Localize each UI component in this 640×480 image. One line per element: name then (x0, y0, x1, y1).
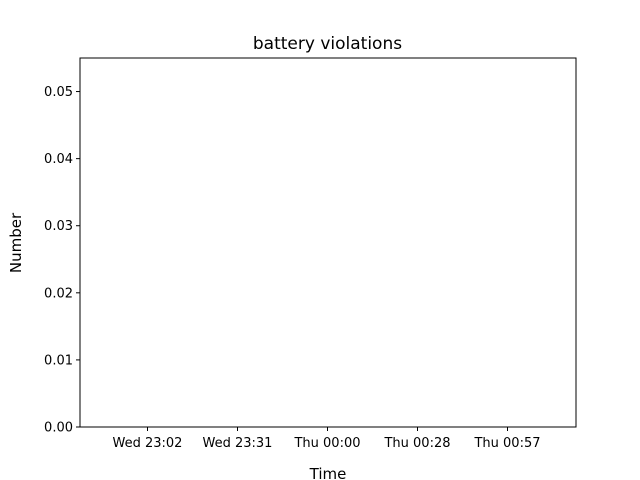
x-axis: Wed 23:02 Wed 23:31 Thu 00:00 Thu 00:28 Thu … (113, 427, 541, 451)
y-tick-label: 0.01 (44, 353, 73, 368)
plot-area (79, 57, 577, 428)
x-tick-label: Thu 00:00 (293, 436, 360, 451)
y-tick-label: 0.02 (44, 286, 73, 301)
y-tick-label: 0.05 (44, 85, 73, 100)
x-tick-label: Thu 00:28 (383, 436, 450, 451)
chart-title: battery violations (253, 34, 402, 54)
y-tick-label: 0.03 (44, 219, 73, 234)
x-tick-label: Wed 23:31 (203, 436, 273, 451)
x-tick-label: Thu 00:57 (473, 436, 540, 451)
x-axis-label: Time (309, 465, 347, 480)
y-tick-label: 0.00 (44, 421, 73, 436)
y-axis-label: Number (7, 212, 25, 273)
y-axis: 0.00 0.01 0.02 0.03 0.04 0.05 (44, 85, 80, 436)
y-tick-label: 0.04 (44, 152, 73, 167)
x-tick-label: Wed 23:02 (113, 436, 183, 451)
